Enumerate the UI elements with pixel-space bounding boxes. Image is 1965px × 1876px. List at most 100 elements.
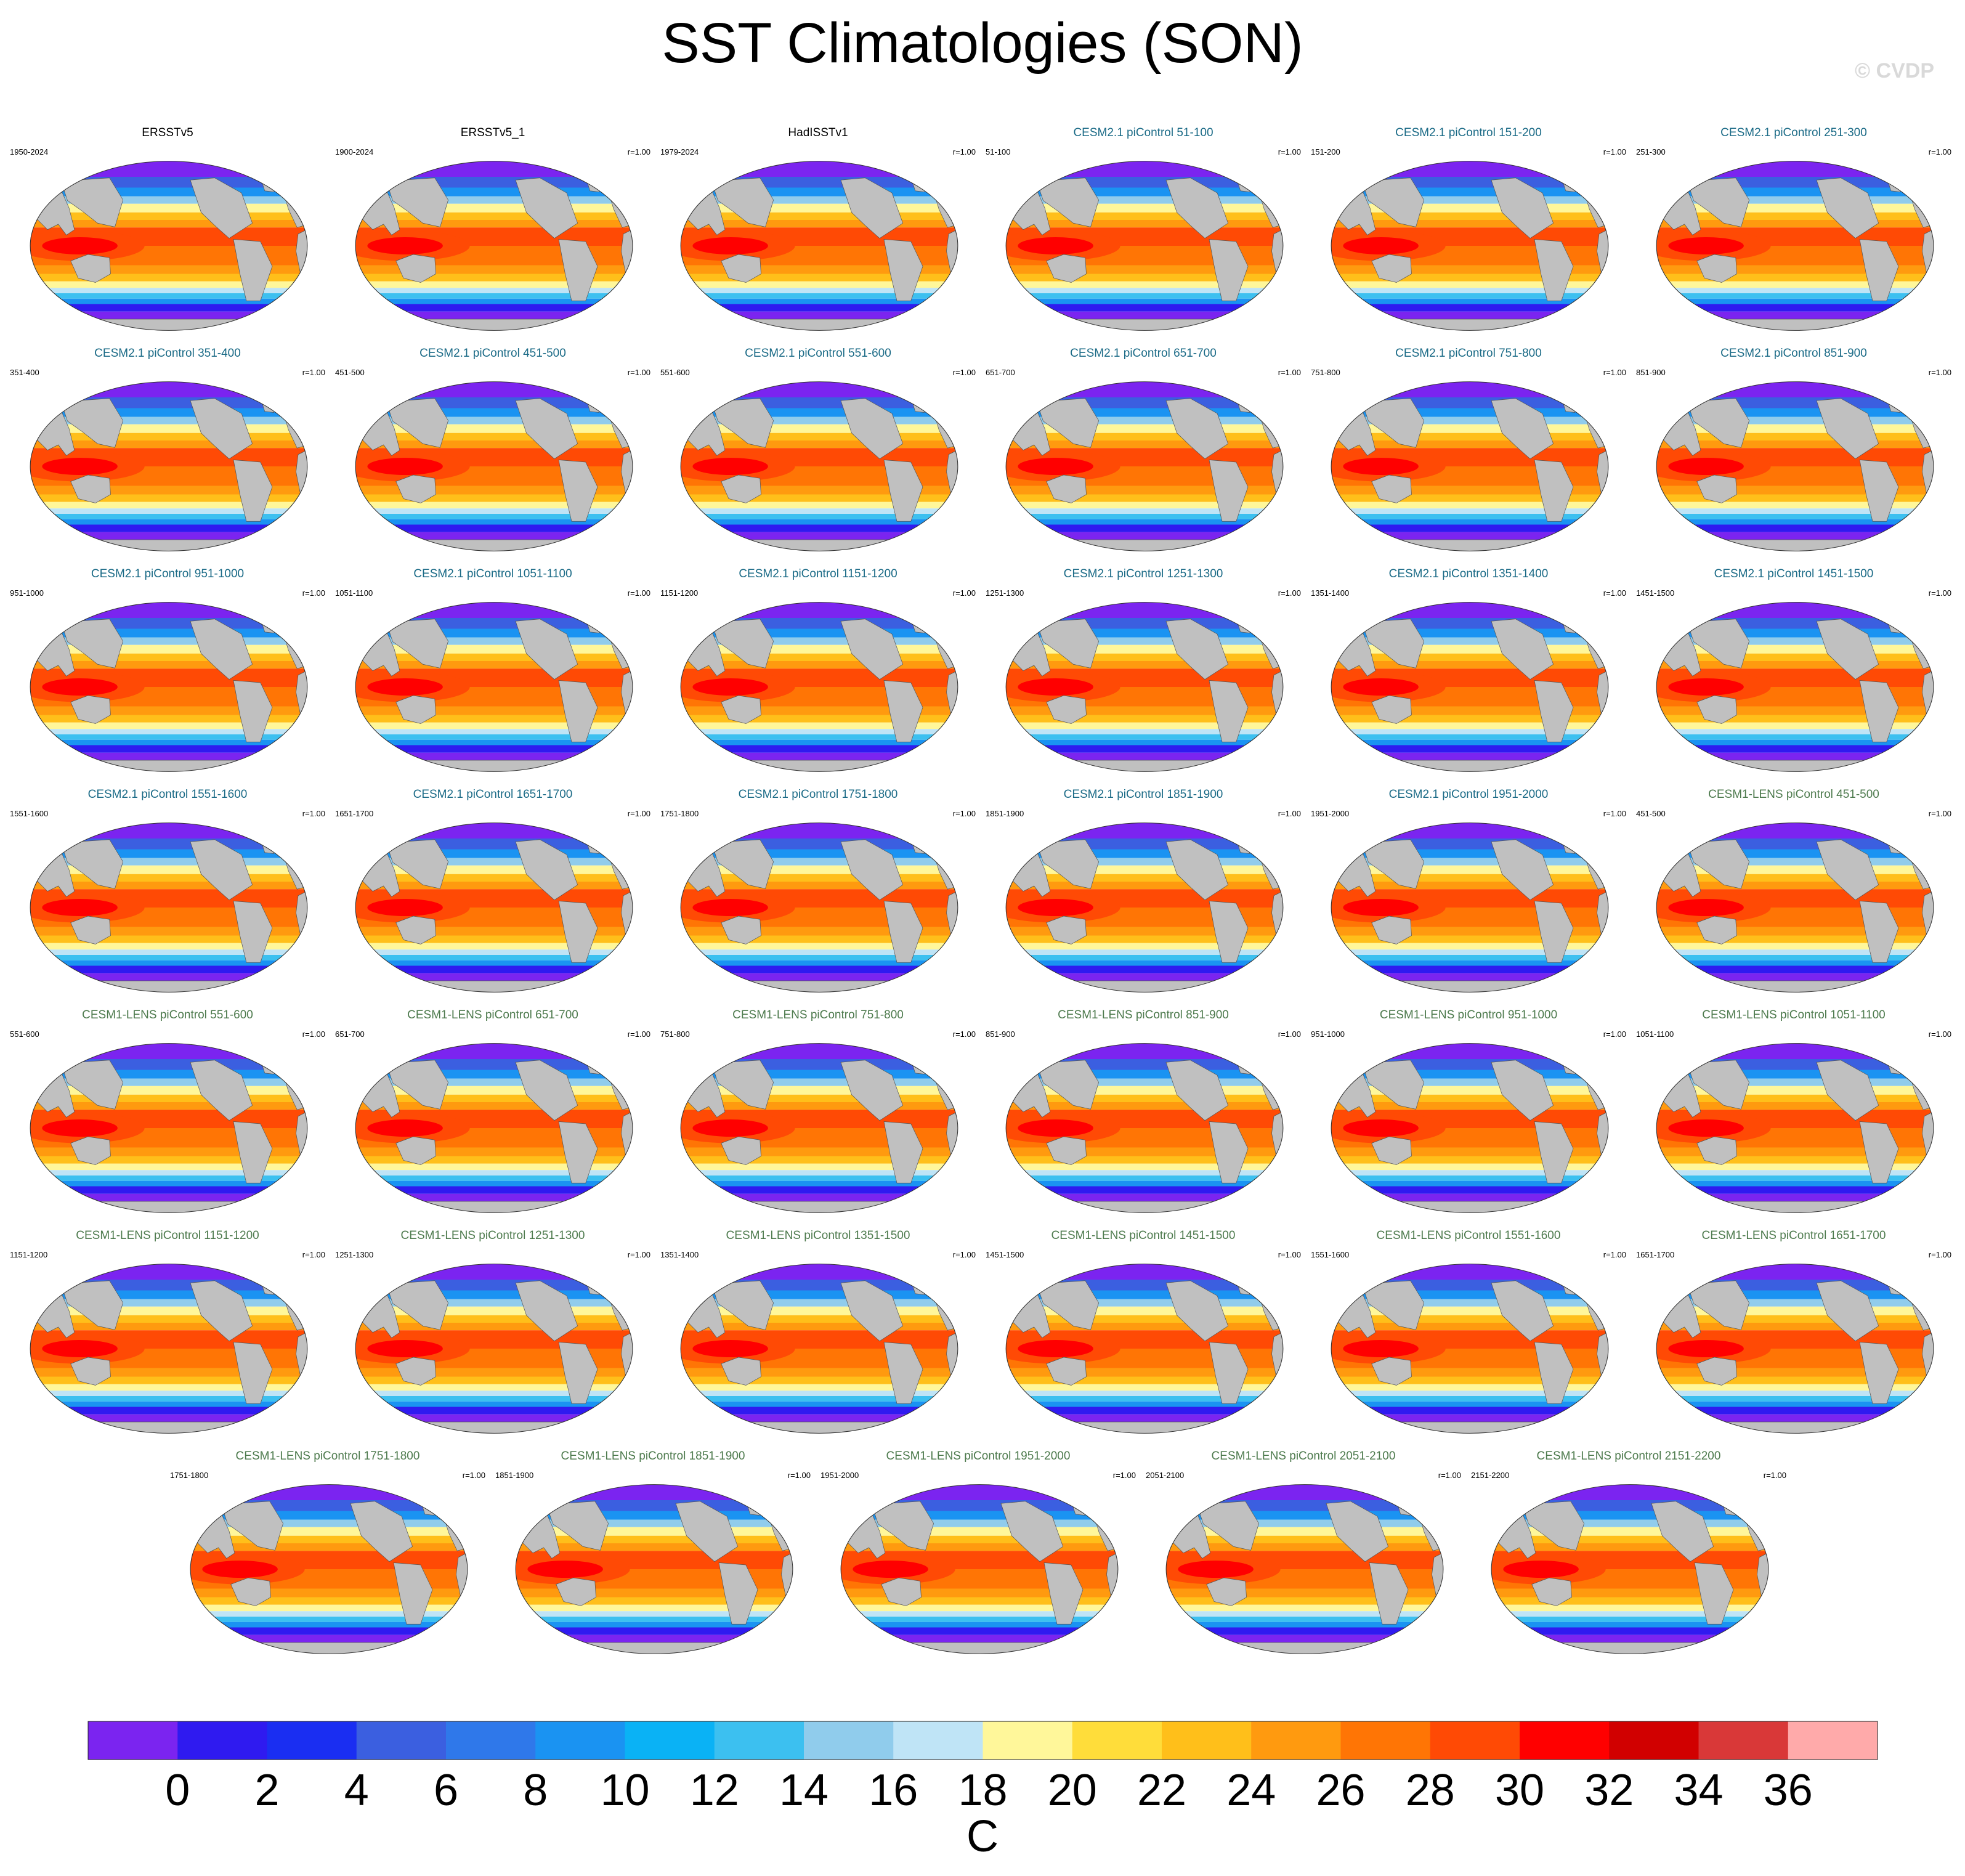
colorbar-tick-label: 36 bbox=[1764, 1766, 1813, 1815]
colorbar-tick-label: 10 bbox=[600, 1766, 649, 1815]
panel-period: 1751-1800 bbox=[170, 1471, 209, 1480]
colorbar-unit: C bbox=[966, 1812, 999, 1861]
panel-period: 2151-2200 bbox=[1471, 1471, 1510, 1480]
panel-pattern-correlation: r=1.00 bbox=[1112, 1471, 1136, 1480]
map-panel: CESM1-LENS piControl 1351-1500 1351-1400 r… bbox=[658, 1229, 978, 1439]
map-panels: ERSSTv5 1950-2024 ERSSTv5_1 1900-2024 r=1.00… bbox=[7, 126, 1951, 1659]
panel-title: CESM2.1 piControl 1151-1200 bbox=[739, 567, 897, 580]
panel-title: CESM1-LENS piControl 2051-2100 bbox=[1211, 1450, 1396, 1463]
panel-title: CESM1-LENS piControl 1351-1500 bbox=[726, 1229, 910, 1242]
colorbar-tick-label: 30 bbox=[1495, 1766, 1544, 1815]
panel-pattern-correlation: r=1.00 bbox=[952, 147, 976, 156]
sst-map bbox=[30, 1043, 308, 1213]
sst-map bbox=[30, 602, 308, 772]
map-panel: CESM2.1 piControl 1051-1100 1051-1100 r=1.… bbox=[333, 567, 653, 777]
panel-period: 1151-1200 bbox=[10, 1250, 48, 1259]
sst-map bbox=[1656, 161, 1934, 331]
panel-pattern-correlation: r=1.00 bbox=[952, 1029, 976, 1039]
panel-pattern-correlation: r=1.00 bbox=[1603, 1250, 1626, 1259]
sst-map bbox=[840, 1484, 1119, 1654]
colorbar-tick-label: 14 bbox=[779, 1766, 829, 1815]
panel-period: 551-600 bbox=[10, 1029, 39, 1039]
colorbar-tick-label: 8 bbox=[523, 1766, 548, 1815]
sst-map bbox=[680, 1043, 958, 1213]
colorbar-swatch bbox=[714, 1721, 804, 1760]
panel-title: CESM2.1 piControl 251-300 bbox=[1720, 126, 1867, 139]
sst-map bbox=[1331, 1043, 1609, 1213]
panel-title: CESM2.1 piControl 1651-1700 bbox=[413, 788, 573, 801]
sst-map bbox=[1656, 1264, 1934, 1434]
sst-map bbox=[355, 602, 633, 772]
map-panel: CESM2.1 piControl 151-200 151-200 r=1.00 bbox=[1308, 126, 1629, 336]
colorbar-tick-label: 22 bbox=[1137, 1766, 1186, 1815]
panel-title: CESM2.1 piControl 1051-1100 bbox=[413, 567, 572, 580]
panel-title: CESM2.1 piControl 1251-1300 bbox=[1063, 567, 1223, 580]
colorbar-swatch bbox=[177, 1721, 267, 1760]
panel-pattern-correlation: r=1.00 bbox=[1278, 368, 1301, 377]
panel-title: CESM1-LENS piControl 1651-1700 bbox=[1701, 1229, 1886, 1242]
sst-map bbox=[355, 822, 633, 993]
panel-title: CESM2.1 piControl 451-500 bbox=[419, 347, 566, 360]
map-panel: CESM1-LENS piControl 2051-2100 2051-2100 r… bbox=[1143, 1450, 1464, 1659]
panel-period: 451-500 bbox=[1636, 809, 1666, 818]
panel-pattern-correlation: r=1.00 bbox=[627, 368, 650, 377]
map-panel: CESM1-LENS piControl 651-700 651-700 r=1.0… bbox=[333, 1009, 653, 1218]
sst-map bbox=[30, 822, 308, 993]
sst-map bbox=[1005, 161, 1284, 331]
sst-map bbox=[30, 161, 308, 331]
panel-pattern-correlation: r=1.00 bbox=[1278, 588, 1301, 598]
panel-pattern-correlation: r=1.00 bbox=[952, 809, 976, 818]
panel-pattern-correlation: r=1.00 bbox=[1603, 147, 1626, 156]
panel-title: CESM2.1 piControl 551-600 bbox=[745, 347, 891, 360]
map-panel: CESM2.1 piControl 1851-1900 1851-1900 r=1.… bbox=[983, 788, 1303, 997]
colorbar-tick-label: 20 bbox=[1048, 1766, 1097, 1815]
panel-title: CESM1-LENS piControl 951-1000 bbox=[1379, 1009, 1558, 1021]
panel-title: CESM1-LENS piControl 1251-1300 bbox=[400, 1229, 585, 1242]
panel-pattern-correlation: r=1.00 bbox=[302, 588, 325, 598]
map-panel: CESM1-LENS piControl 1851-1900 1851-1900 r… bbox=[493, 1450, 813, 1659]
panel-period: 51-100 bbox=[986, 147, 1011, 156]
sst-map bbox=[515, 1484, 793, 1654]
map-panel: CESM1-LENS piControl 1751-1800 1751-1800 r… bbox=[168, 1450, 488, 1659]
map-panel: CESM1-LENS piControl 551-600 551-600 r=1.0… bbox=[7, 1009, 328, 1218]
colorbar-tick-label: 0 bbox=[165, 1766, 190, 1815]
map-panel: CESM1-LENS piControl 751-800 751-800 r=1.0… bbox=[658, 1009, 978, 1218]
panel-pattern-correlation: r=1.00 bbox=[302, 809, 325, 818]
map-panel: CESM1-LENS piControl 1451-1500 1451-1500 r… bbox=[983, 1229, 1303, 1439]
panel-title: CESM2.1 piControl 1751-1800 bbox=[738, 788, 898, 801]
map-panel: CESM1-LENS piControl 2151-2200 2151-2200 r… bbox=[1469, 1450, 1789, 1659]
panel-title: CESM1-LENS piControl 1551-1600 bbox=[1376, 1229, 1561, 1242]
colorbar-tick-label: 2 bbox=[254, 1766, 279, 1815]
panel-pattern-correlation: r=1.00 bbox=[627, 1250, 650, 1259]
sst-map bbox=[1165, 1484, 1444, 1654]
panel-period: 1950-2024 bbox=[10, 147, 49, 156]
sst-map bbox=[355, 161, 633, 331]
colorbar-tick-label: 18 bbox=[958, 1766, 1007, 1815]
panel-pattern-correlation: r=1.00 bbox=[1763, 1471, 1786, 1480]
colorbar-swatch bbox=[1340, 1721, 1431, 1760]
watermark: © CVDP bbox=[1855, 59, 1934, 83]
panel-title: CESM1-LENS piControl 751-800 bbox=[732, 1009, 904, 1021]
panel-period: 351-400 bbox=[10, 368, 39, 377]
sst-map bbox=[355, 1264, 633, 1434]
sst-map bbox=[1005, 381, 1284, 551]
panel-title: ERSSTv5 bbox=[142, 126, 193, 139]
sst-map bbox=[1005, 822, 1284, 993]
colorbar-swatch bbox=[267, 1721, 357, 1760]
panel-title: CESM1-LENS piControl 1751-1800 bbox=[235, 1450, 420, 1463]
sst-map bbox=[1005, 1043, 1284, 1213]
colorbar-swatch bbox=[1609, 1721, 1699, 1760]
panel-pattern-correlation: r=1.00 bbox=[627, 588, 650, 598]
colorbar-tick-label: 12 bbox=[690, 1766, 739, 1815]
panel-title: CESM1-LENS piControl 451-500 bbox=[1708, 788, 1879, 801]
panel-period: 1451-1500 bbox=[1636, 588, 1675, 598]
map-panel: CESM2.1 piControl 751-800 751-800 r=1.00 bbox=[1308, 347, 1629, 556]
map-panel: CESM2.1 piControl 1251-1300 1251-1300 r=1.… bbox=[983, 567, 1303, 777]
sst-map bbox=[1491, 1484, 1769, 1654]
sst-map bbox=[1331, 161, 1609, 331]
panel-pattern-correlation: r=1.00 bbox=[952, 368, 976, 377]
panel-period: 151-200 bbox=[1311, 147, 1340, 156]
sst-map bbox=[680, 381, 958, 551]
colorbar-tick-label: 32 bbox=[1584, 1766, 1634, 1815]
map-panel: CESM2.1 piControl 1151-1200 1151-1200 r=1.… bbox=[658, 567, 978, 777]
